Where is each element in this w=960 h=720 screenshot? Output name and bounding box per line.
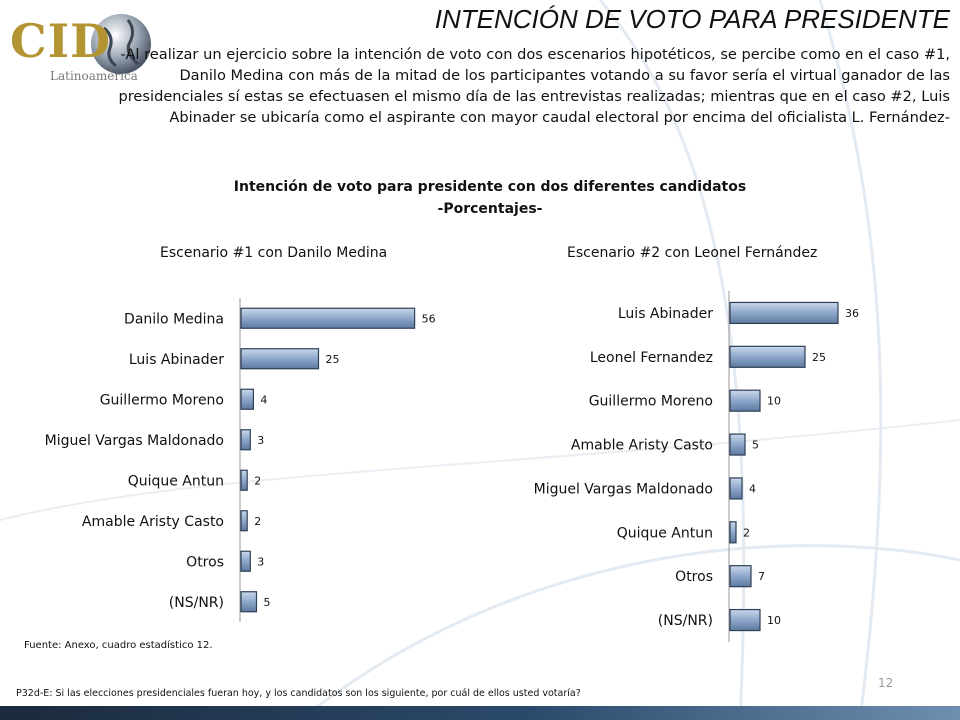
chart1-bar — [240, 348, 320, 370]
chart2-value-label: 2 — [743, 526, 750, 539]
chart2-category-label: Quique Antun — [617, 525, 713, 541]
chart2-value-label: 4 — [749, 482, 756, 495]
chart-heading-line1: Intención de voto para presidente con do… — [233, 179, 747, 195]
chart1-value-label: 3 — [257, 434, 264, 447]
page-number: 12 — [878, 676, 894, 690]
chart2-category-label: Miguel Vargas Maldonado — [534, 481, 713, 497]
chart1-value-label: 4 — [260, 393, 267, 406]
chart2-bar — [729, 608, 761, 632]
chart1-bar — [240, 591, 258, 613]
chart2-bar — [729, 301, 839, 325]
chart1-category-label: Luis Abinader — [129, 352, 224, 368]
chart2-bar — [729, 565, 752, 588]
chart1-category-label: (NS/NR) — [169, 595, 224, 611]
chart1-category-label: Quique Antun — [128, 473, 224, 489]
chart2-category-label: Otros — [675, 569, 713, 585]
chart2-bar — [729, 477, 743, 500]
logo-wordmark: CID — [10, 14, 112, 68]
chart2-value-label: 36 — [845, 307, 859, 320]
chart-heading-line2: -Porcentajes- — [437, 201, 543, 217]
chart2-value-label: 5 — [752, 439, 759, 452]
source-note: Fuente: Anexo, cuadro estadístico 12. — [24, 640, 213, 651]
chart2-category-label: Guillermo Moreno — [589, 394, 713, 410]
chart1-category-label: Amable Aristy Casto — [82, 514, 224, 530]
company-logo: CID Latinoamérica — [4, 6, 154, 83]
chart2-category-label: Amable Aristy Casto — [571, 438, 713, 454]
chart2-category-label: Luis Abinader — [618, 306, 713, 322]
chart1-category-label: Danilo Medina — [124, 311, 224, 327]
chart2-bar — [729, 389, 761, 412]
chart1-value-label: 2 — [254, 474, 261, 487]
chart1-value-label: 2 — [254, 515, 261, 528]
chart1-bar — [240, 307, 416, 329]
chart2-title: Escenario #2 con Leonel Fernández — [567, 245, 818, 261]
chart1-value-label: 56 — [422, 312, 436, 325]
chart1-category-label: Guillermo Moreno — [100, 392, 224, 408]
chart1-title: Escenario #1 con Danilo Medina — [160, 245, 388, 261]
summary-text: -Al realizar un ejercicio sobre la inten… — [118, 46, 950, 126]
chart1-bar — [240, 510, 248, 532]
logo-subtitle: Latinoamérica — [50, 69, 138, 83]
chart1-value-label: 5 — [264, 596, 271, 609]
page-title: INTENCIÓN DE VOTO PARA PRESIDENTE — [434, 4, 950, 34]
chart-heading: Intención de voto para presidente con do… — [140, 176, 840, 220]
globe-icon — [91, 14, 151, 74]
chart2-category-label: (NS/NR) — [658, 613, 713, 629]
chart1-bar — [240, 469, 248, 491]
chart1-category-label: Miguel Vargas Maldonado — [45, 433, 224, 449]
chart1-category-label: Otros — [186, 554, 224, 570]
chart2-bar — [729, 521, 737, 544]
chart1-bar — [240, 550, 251, 572]
question-footnote: P32d-E: Si las elecciones presidenciales… — [16, 688, 581, 699]
chart1-bar — [240, 429, 251, 451]
chart2-value-label: 10 — [767, 614, 781, 627]
chart2-bar — [729, 433, 746, 456]
chart2-category-label: Leonel Fernandez — [590, 350, 713, 366]
chart2-value-label: 7 — [758, 570, 765, 583]
chart1-value-label: 25 — [326, 353, 340, 366]
chart2-bar — [729, 345, 806, 368]
footer-bar — [0, 706, 960, 720]
chart2-value-label: 10 — [767, 395, 781, 408]
chart1-value-label: 3 — [257, 555, 264, 568]
chart2-value-label: 25 — [812, 351, 826, 364]
chart1-bar — [240, 388, 254, 410]
